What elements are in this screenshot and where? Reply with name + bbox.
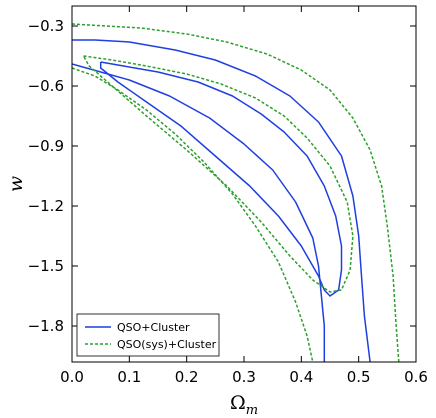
- contour-qso-cluster-outer-1: [72, 39, 371, 362]
- y-axis-label: w: [5, 176, 27, 192]
- y-tick-label: −1.8: [28, 317, 64, 335]
- y-tick-label: −0.3: [28, 17, 64, 35]
- contour-qso-sys-cluster-outer-1: [72, 23, 400, 362]
- contour-qso-sys-cluster-outer-2: [72, 67, 314, 362]
- contour-qso-cluster-inner-0: [99, 61, 343, 297]
- x-tick-label: 0.2: [175, 368, 199, 386]
- x-tick-label: 0.5: [347, 368, 371, 386]
- contour-qso-cluster-outer-2: [72, 63, 326, 362]
- contour-qso-sys-cluster-inner-0: [82, 55, 354, 293]
- y-tick-label: −1.2: [28, 197, 64, 215]
- y-tick-label: −1.5: [28, 257, 64, 275]
- y-tick-label: −0.6: [28, 77, 64, 95]
- legend-box: [76, 313, 220, 357]
- x-tick-label: 0.3: [232, 368, 256, 386]
- x-tick-label: 0.1: [117, 368, 141, 386]
- y-tick-label: −0.9: [28, 137, 64, 155]
- legend: QSO+Cluster QSO(sys)+Cluster: [76, 313, 220, 357]
- x-tick-label: 0.4: [289, 368, 313, 386]
- contour-lines: [72, 23, 400, 362]
- legend-label: QSO+Cluster: [117, 321, 190, 334]
- legend-label: QSO(sys)+Cluster: [117, 338, 217, 351]
- x-tick-label: 0.0: [60, 368, 84, 386]
- x-axis-label: Ωm: [230, 392, 258, 418]
- axis-ticks: 0.0 0.1 0.2 0.3 0.4 0.5 0.6 −0.3 −0.6 −0.9 −1.2 −1.…: [28, 6, 428, 386]
- x-tick-label: 0.6: [404, 368, 428, 386]
